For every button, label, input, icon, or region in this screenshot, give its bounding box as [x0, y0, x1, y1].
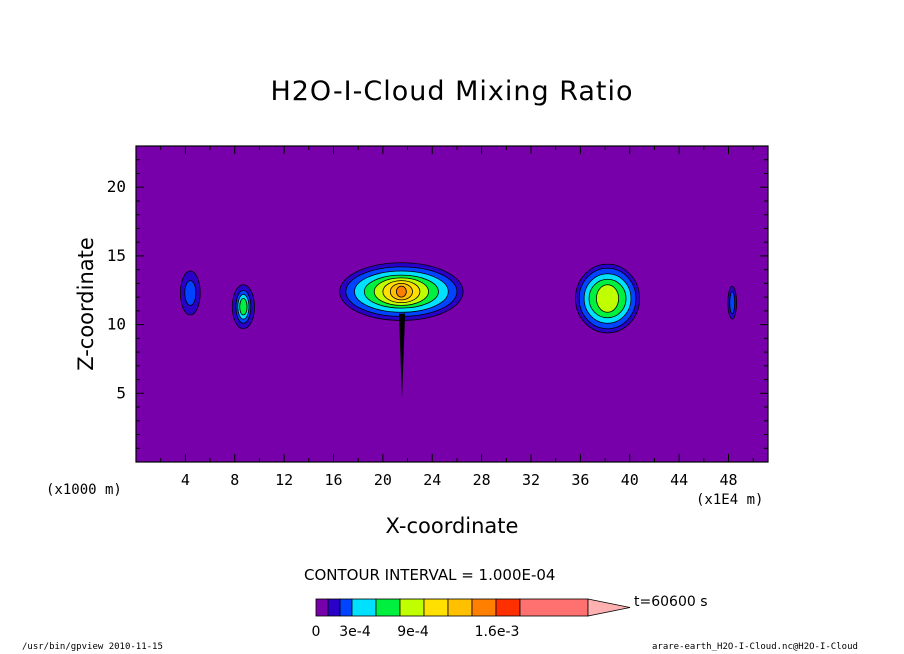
y-tick-label: 10 — [107, 315, 126, 334]
contour-interval-label: CONTOUR INTERVAL = 1.000E-04 — [304, 566, 556, 584]
x-axis-label: X-coordinate — [385, 514, 519, 538]
x-tick-label: 20 — [374, 471, 392, 489]
colorbar-cell — [339, 598, 353, 617]
colorbar-cell — [519, 598, 589, 617]
x-tick-label: 24 — [423, 471, 441, 489]
x-tick-label: 44 — [670, 471, 688, 489]
x-tick-label: 48 — [719, 471, 737, 489]
colorbar-cell — [315, 598, 329, 617]
colorbar-cell — [447, 598, 473, 617]
footer-file: arare-earth_H2O-I-Cloud.nc@H2O-I-Cloud — [652, 642, 858, 652]
colorbar-label: 3e-4 — [339, 624, 371, 640]
colorbar-cell — [423, 598, 449, 617]
cloud-contour-level-4 — [239, 298, 248, 316]
x-tick-label: 28 — [473, 471, 491, 489]
cloud-stem — [398, 313, 406, 399]
chart-title: H2O-I-Cloud Mixing Ratio — [270, 76, 634, 107]
colorbar-cell — [399, 598, 425, 617]
x-tick-label: 16 — [324, 471, 342, 489]
x-axis-unit-left: (x1000 m) — [46, 482, 122, 498]
cloud-contour-level-2 — [729, 291, 736, 315]
x-tick-label: 12 — [275, 471, 293, 489]
colorbar-cell — [471, 598, 497, 617]
cloud-contour-level-2 — [184, 280, 197, 306]
colorbar-cell — [351, 598, 377, 617]
y-tick-label: 5 — [116, 383, 126, 402]
x-tick-label: 36 — [571, 471, 589, 489]
cloud-contour-level-8 — [396, 285, 407, 298]
y-tick-label: 20 — [107, 177, 126, 196]
colorbar-label: 9e-4 — [397, 624, 429, 640]
time-label: t=60600 s — [634, 594, 708, 610]
x-tick-label: 32 — [522, 471, 540, 489]
colorbar-label: 1.6e-3 — [475, 624, 520, 640]
x-axis-unit-right: (x1E4 m) — [696, 492, 764, 508]
cloud-contour-level-5 — [596, 284, 620, 313]
footer-program: /usr/bin/gpview 2010-11-15 — [22, 642, 163, 652]
x-tick-label: 8 — [230, 471, 239, 489]
x-tick-label: 40 — [621, 471, 639, 489]
colorbar-cell — [327, 598, 341, 617]
colorbar-arrow — [587, 598, 631, 617]
colorbar-cell — [375, 598, 401, 617]
y-tick-label: 15 — [107, 246, 126, 265]
x-tick-label: 4 — [181, 471, 190, 489]
colorbar-cell — [495, 598, 521, 617]
plot-frame — [135, 145, 769, 463]
colorbar-label: 0 — [312, 624, 321, 640]
